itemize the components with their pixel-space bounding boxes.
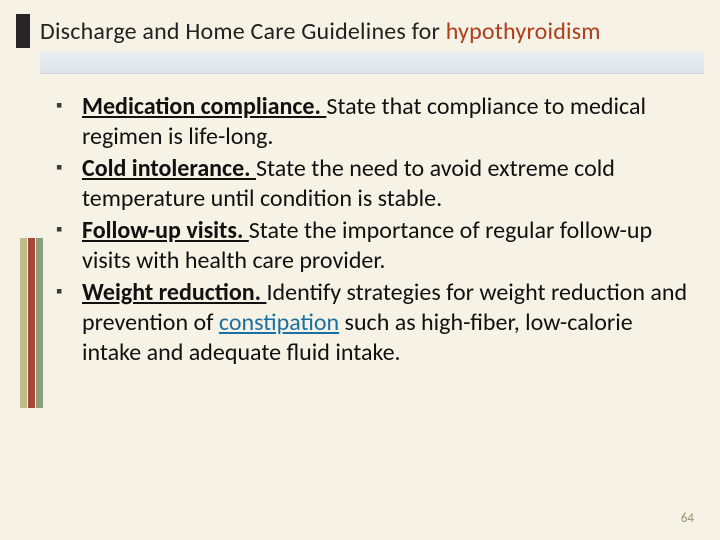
list-item: Follow-up visits. State the importance o…	[56, 216, 692, 276]
stripe-1	[20, 238, 27, 408]
list-item: Cold intolerance. State the need to avoi…	[56, 154, 692, 214]
bullet-lead: Cold intolerance.	[82, 154, 256, 183]
slide-title: Discharge and Home Care Guidelines for h…	[40, 17, 601, 46]
bullet-lead: Follow-up visits.	[82, 216, 249, 245]
title-highlight-text: hypothyroidism	[446, 17, 601, 46]
list-item: Medication compliance. State that compli…	[56, 92, 692, 152]
title-accent-block	[16, 14, 30, 48]
title-row: Discharge and Home Care Guidelines for h…	[0, 14, 720, 48]
page-number: 64	[681, 511, 694, 526]
title-main-text: Discharge and Home Care Guidelines for	[40, 17, 446, 46]
title-underline	[40, 52, 704, 74]
stripe-2	[28, 238, 35, 408]
bullet-lead: Weight reduction.	[82, 278, 266, 307]
bullet-lead: Medication compliance.	[82, 92, 326, 121]
stripe-3	[36, 238, 43, 408]
side-stripes	[20, 238, 44, 408]
bullet-list: Medication compliance. State that compli…	[56, 92, 692, 368]
slide: Discharge and Home Care Guidelines for h…	[0, 0, 720, 540]
constipation-link[interactable]: constipation	[219, 308, 339, 337]
list-item: Weight reduction. Identify strategies fo…	[56, 278, 692, 368]
content-area: Medication compliance. State that compli…	[56, 92, 692, 368]
